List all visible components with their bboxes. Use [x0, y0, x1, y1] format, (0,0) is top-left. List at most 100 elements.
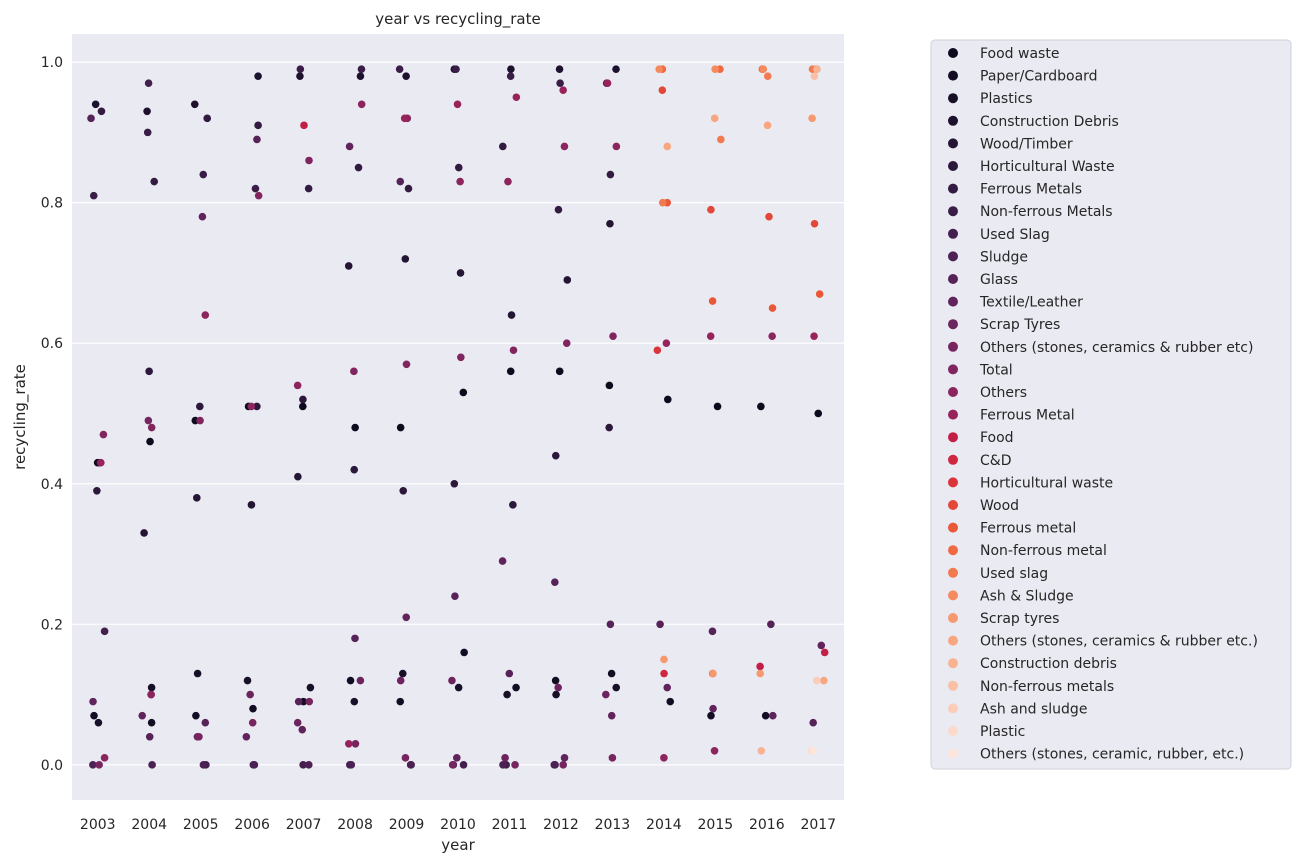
- scatter-point: [195, 732, 203, 741]
- scatter-point: [89, 697, 97, 706]
- legend-entry-label: Glass: [980, 272, 1018, 288]
- scatter-point: [708, 297, 717, 305]
- legend-entry-label: Non-ferrous metal: [980, 543, 1107, 559]
- legend-marker: [948, 206, 958, 217]
- scatter-point: [451, 592, 459, 601]
- scatter-point: [396, 423, 405, 432]
- scatter-point: [757, 747, 766, 755]
- scatter-point: [709, 669, 717, 678]
- scatter-point: [140, 529, 148, 537]
- scatter-point: [450, 479, 459, 488]
- scatter-point: [199, 170, 208, 179]
- scatter-point: [93, 486, 101, 495]
- x-axis-label: year: [441, 836, 475, 854]
- legend-marker: [948, 138, 958, 149]
- scatter-point: [459, 388, 468, 397]
- scatter-point: [820, 676, 828, 685]
- x-tick-label: 2011: [492, 817, 528, 833]
- legend-marker: [948, 387, 958, 397]
- scatter-point: [147, 718, 156, 727]
- scatter-point: [253, 402, 261, 411]
- scatter-point: [350, 697, 359, 706]
- scatter-point: [663, 683, 672, 692]
- scatter-point: [606, 219, 614, 228]
- scatter-point: [299, 761, 307, 769]
- scatter-point: [354, 163, 363, 172]
- scatter-point: [399, 486, 408, 495]
- scatter-point: [605, 423, 613, 432]
- scatter-point: [664, 395, 672, 404]
- scatter-point: [507, 311, 516, 319]
- legend-marker: [948, 48, 958, 58]
- scatter-point: [293, 718, 302, 727]
- legend-entry-label: Horticultural waste: [980, 475, 1113, 491]
- scatter-point: [243, 676, 252, 685]
- scatter-point: [294, 697, 303, 706]
- scatter-point: [299, 395, 307, 404]
- scatter-point: [357, 100, 366, 109]
- scatter-point: [347, 761, 356, 769]
- x-tick-label: 2008: [337, 817, 373, 833]
- scatter-point: [660, 669, 668, 678]
- scatter-point: [507, 65, 515, 73]
- x-tick-label: 2015: [698, 817, 734, 833]
- scatter-point: [761, 711, 770, 720]
- scatter-point: [660, 655, 668, 664]
- scatter-point: [147, 690, 155, 699]
- scatter-point: [99, 430, 108, 439]
- scatter-point: [201, 718, 210, 727]
- legend-marker: [948, 183, 958, 194]
- scatter-point: [555, 367, 564, 376]
- legend-marker: [948, 522, 958, 533]
- y-axis-ticks: 0.0 0.2 0.4 0.6 0.8 1.0: [41, 55, 63, 774]
- scatter-point: [201, 311, 210, 319]
- scatter-point: [344, 262, 353, 270]
- legend-marker: [948, 432, 958, 443]
- scatter-point: [305, 156, 313, 165]
- scatter-point: [707, 711, 715, 720]
- scatter-point: [247, 501, 256, 509]
- legend-marker: [948, 454, 958, 465]
- scatter-point: [147, 683, 156, 692]
- scatter-point: [196, 416, 204, 425]
- scatter-point: [91, 100, 100, 109]
- scatter-point: [196, 402, 204, 411]
- scatter-point: [608, 754, 617, 762]
- scatter-point: [254, 72, 262, 80]
- scatter-point: [768, 332, 776, 340]
- scatter-point: [560, 142, 569, 151]
- x-tick-label: 2007: [286, 817, 322, 833]
- legend-entry-label: Ferrous Metal: [980, 408, 1075, 424]
- scatter-point: [554, 205, 563, 214]
- scatter-point: [459, 761, 468, 769]
- scatter-point: [404, 184, 413, 193]
- scatter-point: [100, 754, 109, 762]
- scatter-point: [662, 339, 671, 348]
- scatter-point: [504, 177, 512, 186]
- scatter-point: [90, 711, 98, 720]
- scatter-point: [402, 613, 411, 622]
- scatter-point: [143, 107, 151, 116]
- scatter-point: [254, 191, 263, 200]
- legend: Food waste Paper/Cardboard Plastics Constru…: [930, 39, 1292, 770]
- scatter-point: [407, 761, 415, 769]
- scatter-point: [505, 669, 514, 678]
- scatter-point: [810, 219, 819, 228]
- scatter-point: [396, 676, 405, 685]
- scatter-point: [396, 697, 405, 706]
- legend-marker: [948, 296, 958, 307]
- scatter-point: [454, 683, 463, 692]
- scatter-point: [351, 739, 360, 748]
- scatter-point: [395, 65, 404, 73]
- legend-entry-label: Scrap tyres: [980, 611, 1059, 627]
- scatter-point: [401, 255, 410, 263]
- legend-marker: [948, 680, 958, 691]
- scatter-point: [509, 346, 518, 355]
- legend-marker: [948, 703, 958, 714]
- scatter-point: [605, 381, 614, 390]
- scatter-point: [509, 501, 517, 509]
- scatter-point: [97, 458, 105, 467]
- scatter-point: [97, 107, 106, 116]
- scatter-point: [554, 683, 562, 692]
- legend-frame: [930, 39, 1292, 770]
